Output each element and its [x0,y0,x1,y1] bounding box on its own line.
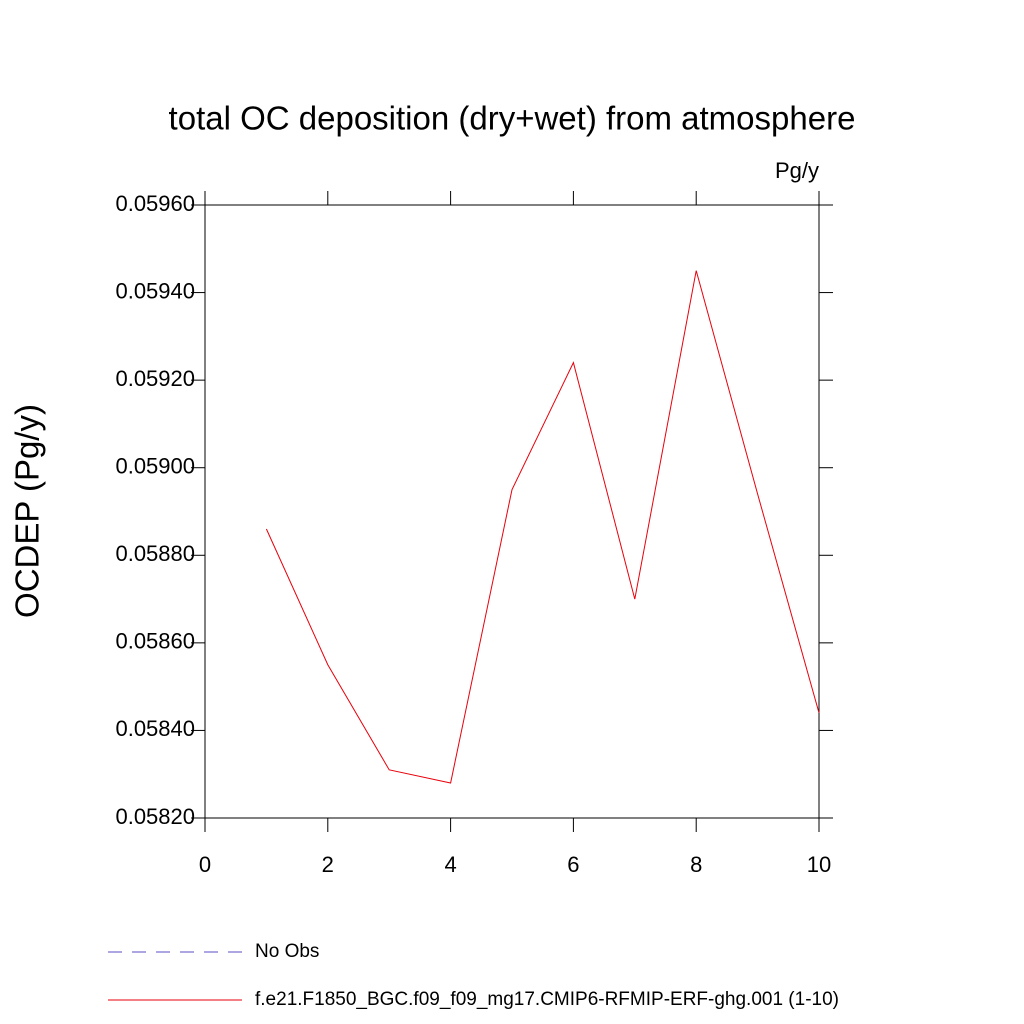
x-tick-label: 2 [322,852,334,877]
y-tick-label: 0.05840 [115,716,195,741]
x-tick-label: 8 [690,852,702,877]
x-tick-label: 6 [567,852,579,877]
chart-title: total OC deposition (dry+wet) from atmos… [169,100,856,137]
y-tick-label: 0.05900 [115,454,195,479]
y-tick-label: 0.05960 [115,191,195,216]
y-tick-label: 0.05820 [115,804,195,829]
x-tick-label: 4 [444,852,456,877]
y-tick-label: 0.05880 [115,541,195,566]
y-axis-label: OCDEP (Pg/y) [9,404,46,618]
legend-label: No Obs [255,941,319,962]
y-tick-label: 0.05860 [115,629,195,654]
y-tick-label: 0.05940 [115,278,195,303]
plot-frame [204,204,820,819]
x-tick-label: 10 [807,852,831,877]
units-label: Pg/y [775,158,819,183]
y-tick-label: 0.05920 [115,366,195,391]
legend-label: f.e21.F1850_BGC.f09_f09_mg17.CMIP6-RFMIP… [255,989,839,1010]
x-tick-label: 0 [199,852,211,877]
series-line [265,270,820,784]
